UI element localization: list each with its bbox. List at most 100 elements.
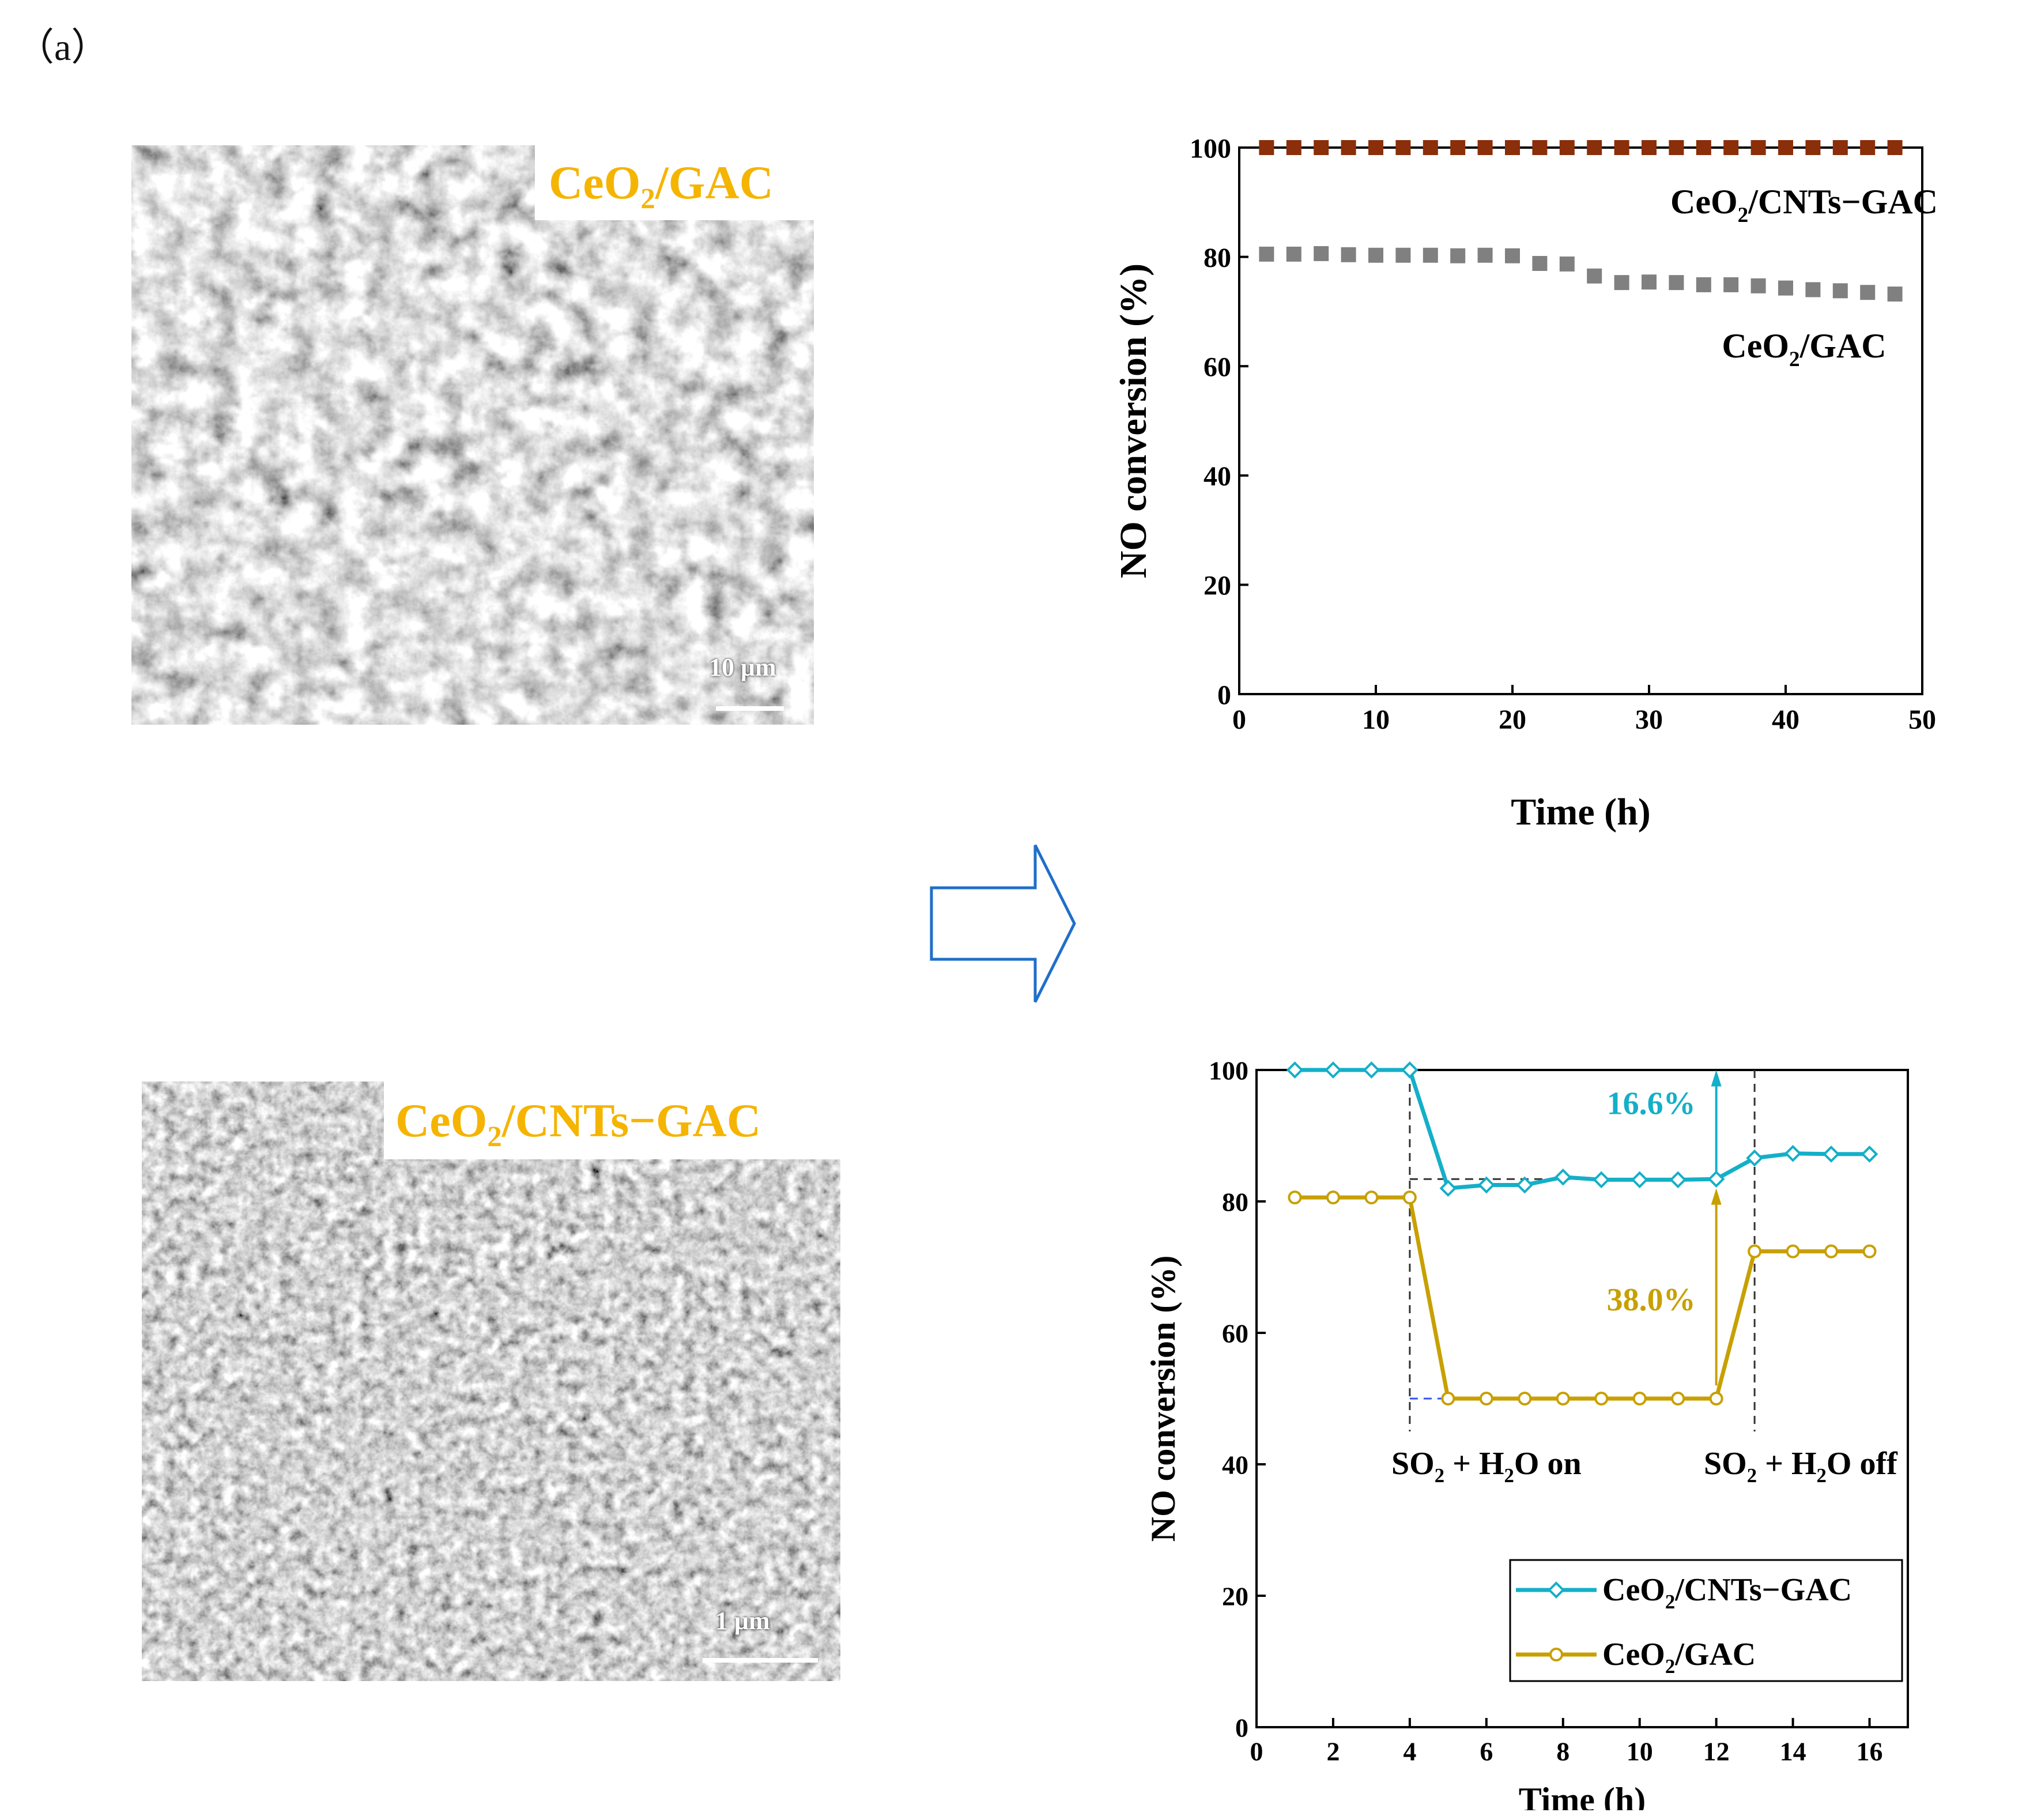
data-point <box>1750 140 1766 155</box>
data-point <box>1516 1176 1534 1194</box>
data-point <box>1368 140 1383 155</box>
data-point <box>1887 287 1903 302</box>
x-tick-label: 20 <box>1499 704 1526 735</box>
legend-marker <box>1548 1581 1565 1599</box>
panel-label: （a） <box>16 27 110 69</box>
sem-image-ceo2-cnts-gac: CeO2/CNTs−GAC 1 μm <box>142 1082 840 1681</box>
data-point <box>1669 275 1684 291</box>
sem-texture <box>131 145 814 725</box>
legend-marker <box>1549 1648 1563 1661</box>
data-point <box>1824 1244 1839 1258</box>
series-line <box>1295 1068 1870 1190</box>
data-point <box>1631 1171 1648 1189</box>
x-tick-label: 8 <box>1556 1737 1570 1766</box>
data-point <box>1288 1190 1302 1205</box>
data-point <box>1669 1171 1687 1189</box>
scale-bar-label: 1 μm <box>715 1607 770 1635</box>
data-point <box>1778 140 1793 155</box>
data-point <box>1805 140 1821 155</box>
data-point <box>1441 1392 1455 1405</box>
y-tick-label: 60 <box>1203 352 1231 382</box>
data-point <box>1402 1190 1417 1205</box>
data-point <box>1632 1392 1647 1405</box>
data-point <box>1505 140 1520 155</box>
data-point <box>1887 140 1903 155</box>
data-point <box>1479 1392 1493 1405</box>
data-point <box>1614 275 1629 291</box>
data-point <box>1364 1190 1379 1205</box>
data-point <box>1532 255 1548 271</box>
data-point <box>1671 1392 1685 1405</box>
legend-label: CeO2/CNTs−GAC <box>1602 1572 1852 1613</box>
y-tick-label: 100 <box>1209 1056 1248 1086</box>
y-tick-label: 80 <box>1222 1188 1248 1217</box>
data-point <box>1832 140 1848 155</box>
data-point <box>1450 248 1466 263</box>
x-tick-label: 0 <box>1250 1737 1263 1766</box>
data-point <box>1395 140 1411 155</box>
plot-frame <box>1255 1069 1909 1728</box>
arrowhead <box>1711 1070 1722 1087</box>
annotation-38-0: 38.0% <box>1607 1282 1696 1318</box>
series-line <box>1295 1195 1870 1401</box>
data-point <box>1518 1392 1532 1405</box>
data-point <box>1341 140 1356 155</box>
sem-texture <box>142 1082 840 1681</box>
annotation-16-6: 16.6% <box>1607 1086 1696 1121</box>
data-point <box>1669 140 1684 155</box>
y-tick-label: 20 <box>1222 1582 1248 1611</box>
y-tick-label: 20 <box>1203 571 1231 601</box>
data-point <box>1554 1168 1572 1186</box>
data-point <box>1559 256 1575 272</box>
data-point <box>1477 140 1493 155</box>
data-point <box>1784 1144 1802 1162</box>
data-point <box>1696 277 1711 292</box>
sem-label: CeO2/CNTs−GAC <box>384 1082 840 1159</box>
data-point <box>1477 247 1493 263</box>
data-point <box>1450 140 1466 155</box>
chart-stability-50h: 0 10 20 30 40 50 0 20 40 60 80 100 Time (h) NO conver… <box>1112 133 1938 833</box>
data-point <box>1587 140 1602 155</box>
annotation-so2-on: SO2 + H2O on <box>1391 1446 1582 1487</box>
y-tick-label: 0 <box>1217 680 1231 710</box>
data-point <box>1748 1244 1762 1258</box>
x-tick-label: 40 <box>1772 704 1799 735</box>
data-point <box>1363 1061 1380 1079</box>
y-axis-label: NO conversion (%) <box>1144 1256 1182 1542</box>
data-point <box>1805 282 1821 297</box>
data-point <box>1532 140 1548 155</box>
data-point <box>1709 1392 1723 1405</box>
data-point <box>1556 1392 1570 1405</box>
data-point <box>1341 247 1356 262</box>
y-tick-label: 0 <box>1235 1713 1248 1743</box>
scale-bar-label: 10 μm <box>709 653 776 681</box>
data-point <box>1423 140 1438 155</box>
series-label-gac: CeO2/GAC <box>1722 327 1886 371</box>
sem-label: CeO2/GAC <box>535 145 814 220</box>
legend-label: CeO2/GAC <box>1602 1637 1756 1678</box>
arrowhead <box>1711 1188 1722 1205</box>
data-point <box>1326 1190 1340 1205</box>
data-point <box>1860 140 1876 155</box>
x-tick-label: 10 <box>1362 704 1390 735</box>
data-point <box>1395 247 1411 263</box>
scale-bar <box>716 706 784 711</box>
data-point <box>1832 283 1848 299</box>
x-tick-label: 6 <box>1480 1737 1493 1766</box>
data-point <box>1778 280 1793 296</box>
data-point <box>1707 1170 1725 1188</box>
x-tick-label: 4 <box>1403 1737 1416 1766</box>
data-point <box>1594 1392 1609 1405</box>
right-arrow-icon <box>930 844 1076 1003</box>
x-tick-label: 50 <box>1908 704 1936 735</box>
legend-box <box>1509 1559 1903 1682</box>
x-axis-label: Time (h) <box>1519 1781 1646 1810</box>
x-tick-label: 16 <box>1857 1737 1883 1766</box>
data-point <box>1642 274 1657 290</box>
annotation-so2-off: SO2 + H2O off <box>1704 1446 1898 1487</box>
data-point <box>1723 277 1739 292</box>
data-point <box>1862 1244 1877 1258</box>
data-point <box>1723 140 1739 155</box>
y-tick-label: 40 <box>1203 461 1231 492</box>
x-tick-label: 30 <box>1635 704 1663 735</box>
